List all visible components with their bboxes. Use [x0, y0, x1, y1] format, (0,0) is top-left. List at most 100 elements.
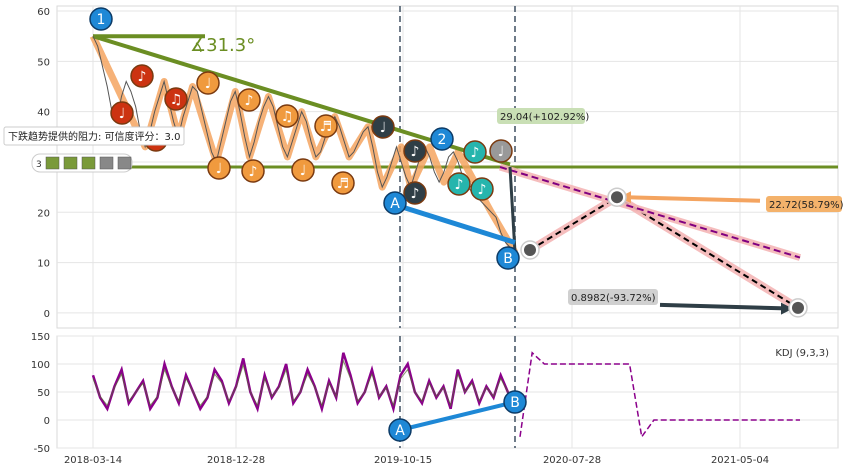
kdj-series [91, 351, 800, 439]
low-arrow [659, 302, 786, 311]
music-note-icon [403, 139, 427, 163]
music-note-icon [291, 158, 315, 182]
ab-line [394, 202, 516, 245]
point-letter-label: A [390, 196, 400, 212]
music-note-glyph: ♬ [320, 119, 333, 135]
point-letter-marker [383, 191, 407, 215]
music-note-icon [403, 181, 427, 205]
music-note-icon [275, 104, 299, 128]
target-label-high-box [497, 108, 585, 124]
pivot-icon [99, 156, 114, 170]
music-note-glyph: ♩ [300, 163, 307, 179]
angle-label: ∡31.3° [190, 35, 255, 56]
music-note-icon [237, 88, 261, 112]
drop-line [508, 166, 517, 253]
resistance-tooltip-text: 下跌趋势提供的阻力: 可信度评分：3.0 [8, 130, 180, 143]
music-note-glyph: ♬ [337, 176, 350, 192]
y-tick-label: 10 [37, 259, 50, 270]
kdj-letter-marker [503, 390, 527, 414]
x-tick-label: 2019-10-15 [374, 455, 432, 466]
wave-number-marker [89, 7, 113, 31]
y-tick-label: 100 [31, 360, 50, 371]
music-note-glyph: ♪ [138, 69, 147, 85]
y-tick-label: 0 [44, 416, 50, 427]
point-markers: 1 2 A B [89, 7, 520, 270]
y-tick-label: 40 [37, 108, 50, 119]
kdj-letter-label: B [510, 395, 520, 411]
x-tick-label: 2020-07-28 [543, 455, 601, 466]
target-label-low-box [568, 289, 658, 305]
y-tick-label: 20 [37, 208, 50, 219]
target-label-mid-box [766, 196, 842, 212]
pivot-icon [45, 156, 60, 170]
pivot-icon [81, 156, 96, 170]
music-note-glyph: ♪ [471, 145, 480, 161]
resistance-tooltip-box [3, 126, 185, 146]
x-axis-ticks: 2018-03-14 2018-12-28 2019-10-15 2020-07-28… [64, 455, 769, 466]
kdj-projection-line [519, 351, 800, 439]
wave-number-marker [430, 127, 454, 151]
music-note-glyph: ♩ [380, 120, 387, 136]
target-label-high: 29.04(+102.92%) [500, 112, 589, 123]
price-series [92, 35, 516, 253]
projection-node-core [524, 244, 536, 257]
music-note-icon [447, 172, 471, 196]
y-tick-label: 150 [31, 332, 50, 343]
pivot-label: 3 [36, 160, 42, 170]
music-note-glyph: ♩ [498, 144, 505, 160]
projection-lines [394, 163, 808, 318]
music-note-glyph: ♪ [411, 186, 420, 202]
target-label-low: 0.8982(-93.72%) [571, 293, 656, 304]
music-note-glyph: ♪ [245, 93, 254, 109]
kdj-legend: KDJ (9,3,3) [775, 348, 829, 359]
music-note-icon [314, 114, 338, 138]
music-note-icon [241, 159, 265, 183]
music-note-glyph: ♪ [478, 182, 487, 198]
projection-node-core [611, 191, 623, 204]
music-note-icon [331, 171, 355, 195]
kdj-y-ticks: -50 0 50 100 150 [31, 332, 50, 455]
kdj-signal-line [92, 358, 516, 408]
point-letter-label: B [503, 251, 513, 267]
x-tick-label: 2018-03-14 [64, 455, 122, 466]
music-note-glyph: ♪ [411, 144, 420, 160]
x-tick-label: 2021-05-04 [711, 455, 769, 466]
target-label-mid: 22.72(58.79%) [769, 200, 844, 211]
kdj-panel: -50 0 50 100 150 A B KDJ (9,3,3) [31, 332, 839, 455]
music-note-icon [130, 64, 154, 88]
music-note-icon [164, 87, 188, 111]
channel-line [499, 166, 801, 259]
kdj-letter-label: A [395, 423, 405, 439]
target-arrow [624, 195, 761, 203]
y-tick-label: -50 [34, 444, 50, 455]
y-tick-label: 60 [37, 7, 50, 18]
x-tick-label: 2018-12-28 [207, 455, 265, 466]
music-note-icon [371, 115, 395, 139]
wave-number-label: 1 [97, 12, 106, 28]
price-labels: ∡31.3° 下跌趋势提供的阻力: 可信度评分：3.0 3 29.04(+102.92… [3, 35, 844, 305]
point-letter-marker [496, 246, 520, 270]
music-note-glyph: ♩ [119, 106, 126, 122]
music-note-glyph: ♫ [170, 92, 183, 108]
y-tick-label: 50 [37, 388, 50, 399]
price-line [92, 35, 516, 253]
music-note-glyph: ♩ [216, 161, 223, 177]
music-note-icon [463, 140, 487, 164]
music-note-glyph: ♫ [281, 109, 294, 125]
y-tick-label: 50 [37, 57, 50, 68]
wave-number-label: 2 [438, 132, 447, 148]
y-tick-label: 0 [44, 309, 50, 320]
music-note-icon [196, 71, 220, 95]
projection-node-core [792, 301, 804, 314]
music-note-icon [470, 177, 494, 201]
music-note-icon [207, 156, 231, 180]
music-note-icon [489, 139, 513, 163]
kdj-letter-marker [388, 418, 412, 442]
music-note-glyph: ♪ [455, 177, 464, 193]
pivot-icon [117, 156, 132, 170]
music-note-glyph: ♪ [249, 164, 258, 180]
low-arrowhead [781, 302, 793, 315]
pivot-icon [63, 156, 78, 170]
